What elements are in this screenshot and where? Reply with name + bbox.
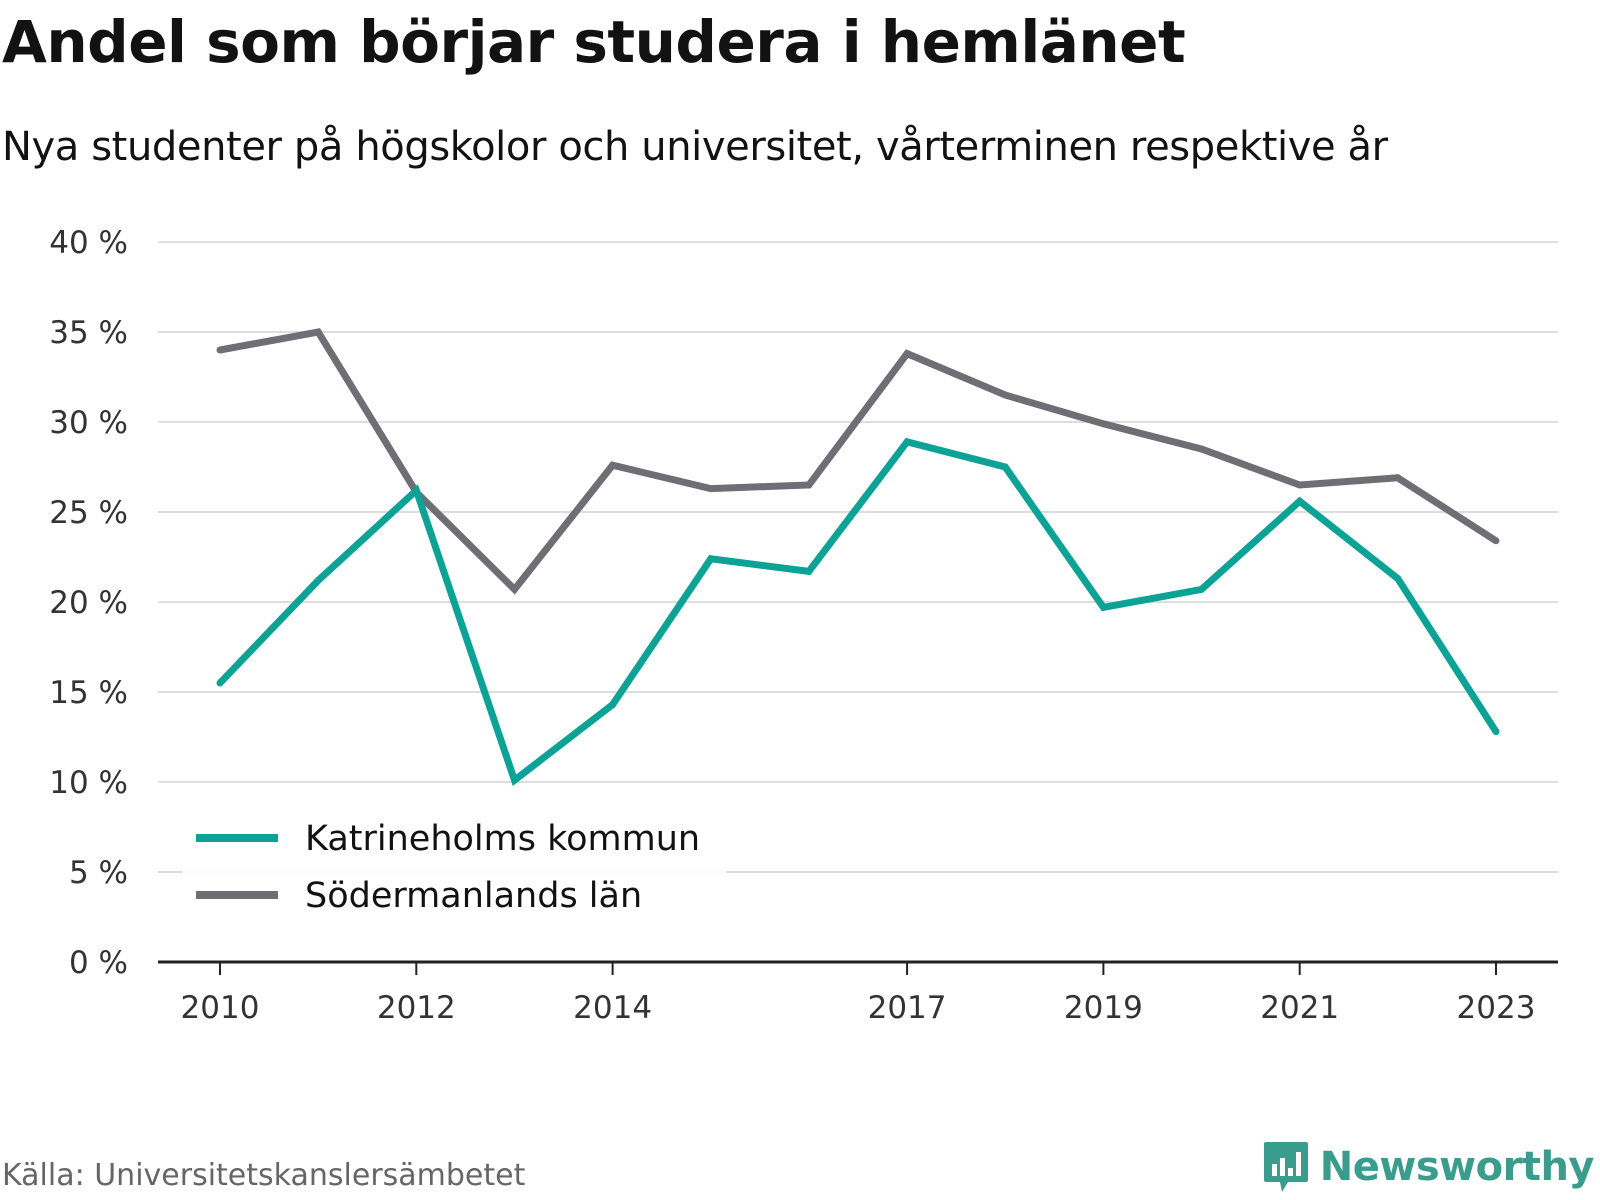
x-tick-label: 2010	[181, 990, 260, 1026]
data-point	[1001, 391, 1009, 399]
bar-chart-icon	[1263, 1142, 1308, 1192]
y-tick-label: 40 %	[49, 225, 128, 261]
data-point	[1198, 585, 1206, 593]
data-point	[510, 776, 518, 784]
y-tick-label: 25 %	[49, 495, 128, 531]
data-point	[609, 701, 617, 709]
data-point	[1296, 481, 1304, 489]
legend-background	[182, 802, 726, 922]
x-tick-label: 2023	[1457, 990, 1536, 1026]
x-tick-label: 2012	[377, 990, 456, 1026]
data-point	[1492, 537, 1500, 545]
y-tick-label: 15 %	[49, 675, 128, 711]
data-point	[216, 679, 224, 687]
data-point	[1492, 728, 1500, 736]
series-line-sodermanland	[219, 328, 1498, 595]
brand-name: Newsworthy	[1319, 1144, 1595, 1190]
data-point	[1099, 420, 1107, 428]
data-point	[1198, 445, 1206, 453]
data-point	[805, 567, 813, 575]
data-point	[903, 438, 911, 446]
x-tick-label: 2014	[573, 990, 652, 1026]
data-point	[412, 486, 420, 494]
series-line-katrineholm	[217, 437, 1499, 786]
data-point	[903, 350, 911, 358]
x-tick-label: 2021	[1260, 990, 1339, 1026]
y-tick-label: 10 %	[49, 765, 128, 801]
data-point	[510, 585, 518, 593]
x-axis-ticks: 2010 2012 2014 2017 2019 2021 2023	[181, 962, 1536, 1026]
data-point	[314, 576, 322, 584]
x-tick-label: 2017	[868, 990, 947, 1026]
gridlines	[158, 241, 1558, 873]
y-tick-label: 0 %	[69, 945, 128, 981]
data-point	[805, 481, 813, 489]
y-tick-label: 20 %	[49, 585, 128, 621]
source-note: Källa: Universitetskanslersämbetet	[2, 1158, 526, 1193]
data-point	[1099, 603, 1107, 611]
series-lines	[216, 328, 1500, 786]
data-point	[1296, 497, 1304, 505]
y-tick-label: 35 %	[49, 315, 128, 351]
y-axis-tick-labels: 0 % 5 % 10 % 15 % 20 % 25 % 30 % 35 % 40 %	[49, 225, 128, 981]
data-point	[707, 555, 715, 563]
legend-label-sodermanland: Södermanlands län	[305, 876, 642, 916]
data-point	[707, 485, 715, 493]
chart-subtitle: Nya studenter på högskolor och universit…	[2, 124, 1388, 170]
legend-label-katrineholm: Katrineholms kommun	[305, 819, 700, 859]
brand-logo[interactable]: Newsworthy	[1262, 1140, 1595, 1194]
data-point	[1394, 474, 1402, 482]
legend: Katrineholms kommun Södermanlands län	[182, 802, 726, 922]
chart-title: Andel som börjar studera i hemlänet	[2, 8, 1186, 76]
data-point	[609, 461, 617, 469]
data-point	[1001, 463, 1009, 471]
data-point	[1394, 575, 1402, 583]
data-point	[216, 346, 224, 354]
y-tick-label: 30 %	[49, 405, 128, 441]
x-tick-label: 2019	[1064, 990, 1143, 1026]
y-tick-label: 5 %	[69, 855, 128, 891]
line-chart: 0 %5 %10 %15 %20 %25 %30 %35 %40 % 2010 2…	[49, 225, 1558, 1026]
data-point	[314, 328, 322, 336]
